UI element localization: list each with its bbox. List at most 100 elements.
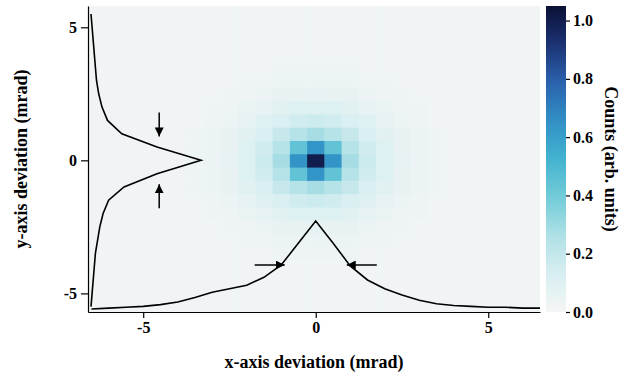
heatmap-cell bbox=[290, 180, 308, 194]
heatmap-cell bbox=[411, 220, 429, 234]
heatmap-cell bbox=[186, 260, 204, 274]
heatmap-cell bbox=[445, 207, 463, 221]
heatmap-cell bbox=[238, 6, 256, 48]
heatmap-cell bbox=[238, 180, 256, 194]
heatmap-cell bbox=[428, 273, 446, 312]
heatmap-cell bbox=[307, 47, 325, 61]
heatmap-cell bbox=[186, 273, 204, 312]
heatmap-cell bbox=[290, 154, 308, 168]
heatmap-cell bbox=[411, 61, 429, 75]
heatmap-cell bbox=[221, 180, 239, 194]
heatmap-cell bbox=[255, 114, 273, 128]
heatmap-cell bbox=[376, 61, 394, 75]
tick-mark bbox=[566, 312, 570, 313]
heatmap-cell bbox=[428, 167, 446, 181]
heatmap-cell bbox=[445, 127, 463, 141]
heatmap-cell bbox=[204, 220, 222, 234]
tick: 0.4 bbox=[566, 187, 593, 204]
heatmap-cell bbox=[307, 154, 325, 168]
heatmap-cell bbox=[238, 260, 256, 274]
heatmap-cell bbox=[221, 154, 239, 168]
heatmap-cell bbox=[376, 74, 394, 88]
heatmap-cell bbox=[342, 61, 360, 75]
heatmap-cell bbox=[221, 140, 239, 154]
heatmap-cell bbox=[359, 100, 377, 114]
heatmap-cell bbox=[273, 74, 291, 88]
heatmap-cell bbox=[186, 114, 204, 128]
tick-label: 5 bbox=[69, 19, 77, 36]
heatmap-cell bbox=[393, 140, 411, 154]
heatmap-cell bbox=[359, 74, 377, 88]
heatmap-cell bbox=[221, 273, 239, 312]
heatmap-cell bbox=[428, 87, 446, 101]
heatmap bbox=[88, 6, 540, 312]
heatmap-cell bbox=[204, 87, 222, 101]
heatmap-cell bbox=[290, 194, 308, 208]
heatmap-cell bbox=[342, 273, 360, 312]
heatmap-cell bbox=[428, 180, 446, 194]
heatmap-cell bbox=[221, 74, 239, 88]
heatmap-cell bbox=[238, 220, 256, 234]
y-axis-title: y-axis deviation (mrad) bbox=[11, 70, 32, 249]
axis: -505 bbox=[64, 7, 89, 313]
heatmap-cell bbox=[290, 167, 308, 181]
heatmap-cell bbox=[342, 234, 360, 248]
heatmap-cell bbox=[445, 6, 463, 48]
heatmap-cell bbox=[255, 234, 273, 248]
heatmap-cell bbox=[376, 140, 394, 154]
heatmap-cell bbox=[238, 273, 256, 312]
fwhm-arrow bbox=[158, 184, 160, 208]
heatmap-cell bbox=[307, 87, 325, 101]
fwhm-arrow bbox=[347, 264, 377, 266]
heatmap-cell bbox=[186, 6, 204, 48]
heatmap-cell bbox=[273, 61, 291, 75]
y-profile bbox=[91, 14, 201, 307]
heatmap-cell bbox=[359, 220, 377, 234]
heatmap-cell bbox=[221, 61, 239, 75]
heatmap-cell bbox=[359, 87, 377, 101]
heatmap-cell bbox=[307, 127, 325, 141]
tick: 5 bbox=[69, 19, 88, 36]
heatmap-cell bbox=[307, 100, 325, 114]
heatmap-cell bbox=[411, 6, 429, 48]
tick-mark bbox=[566, 79, 570, 80]
heatmap-cell bbox=[462, 220, 540, 234]
tick-label: 0.8 bbox=[573, 70, 593, 87]
heatmap-cell bbox=[221, 234, 239, 248]
heatmap-cell bbox=[290, 100, 308, 114]
heatmap-cell bbox=[186, 47, 204, 61]
heatmap-cell bbox=[169, 180, 187, 194]
heatmap-cell bbox=[393, 6, 411, 48]
heatmap-cell bbox=[428, 220, 446, 234]
heatmap-cell bbox=[376, 127, 394, 141]
heatmap-cell bbox=[393, 87, 411, 101]
heatmap-cell bbox=[273, 247, 291, 261]
heatmap-cell bbox=[273, 194, 291, 208]
heatmap-cell bbox=[376, 194, 394, 208]
heatmap-cell bbox=[428, 207, 446, 221]
tick-mark bbox=[488, 312, 489, 318]
heatmap-cell bbox=[376, 154, 394, 168]
tick: 1.0 bbox=[566, 12, 593, 29]
heatmap-cell bbox=[393, 180, 411, 194]
heatmap-cell bbox=[445, 180, 463, 194]
heatmap-cell bbox=[445, 220, 463, 234]
heatmap-cell bbox=[88, 47, 170, 61]
tick-mark bbox=[566, 137, 570, 138]
heatmap-cell bbox=[376, 247, 394, 261]
heatmap-cell bbox=[307, 207, 325, 221]
heatmap-cell bbox=[445, 234, 463, 248]
heatmap-cell bbox=[204, 260, 222, 274]
tick-label: -5 bbox=[64, 285, 77, 302]
heatmap-cell bbox=[411, 273, 429, 312]
heatmap-cell bbox=[169, 273, 187, 312]
heatmap-cell bbox=[445, 47, 463, 61]
heatmap-cell bbox=[169, 114, 187, 128]
heatmap-cell bbox=[411, 114, 429, 128]
heatmap-cell bbox=[238, 87, 256, 101]
heatmap-cell bbox=[393, 100, 411, 114]
heatmap-cell bbox=[169, 234, 187, 248]
heatmap-cell bbox=[342, 100, 360, 114]
heatmap-cell bbox=[290, 6, 308, 48]
heatmap-cell bbox=[342, 47, 360, 61]
